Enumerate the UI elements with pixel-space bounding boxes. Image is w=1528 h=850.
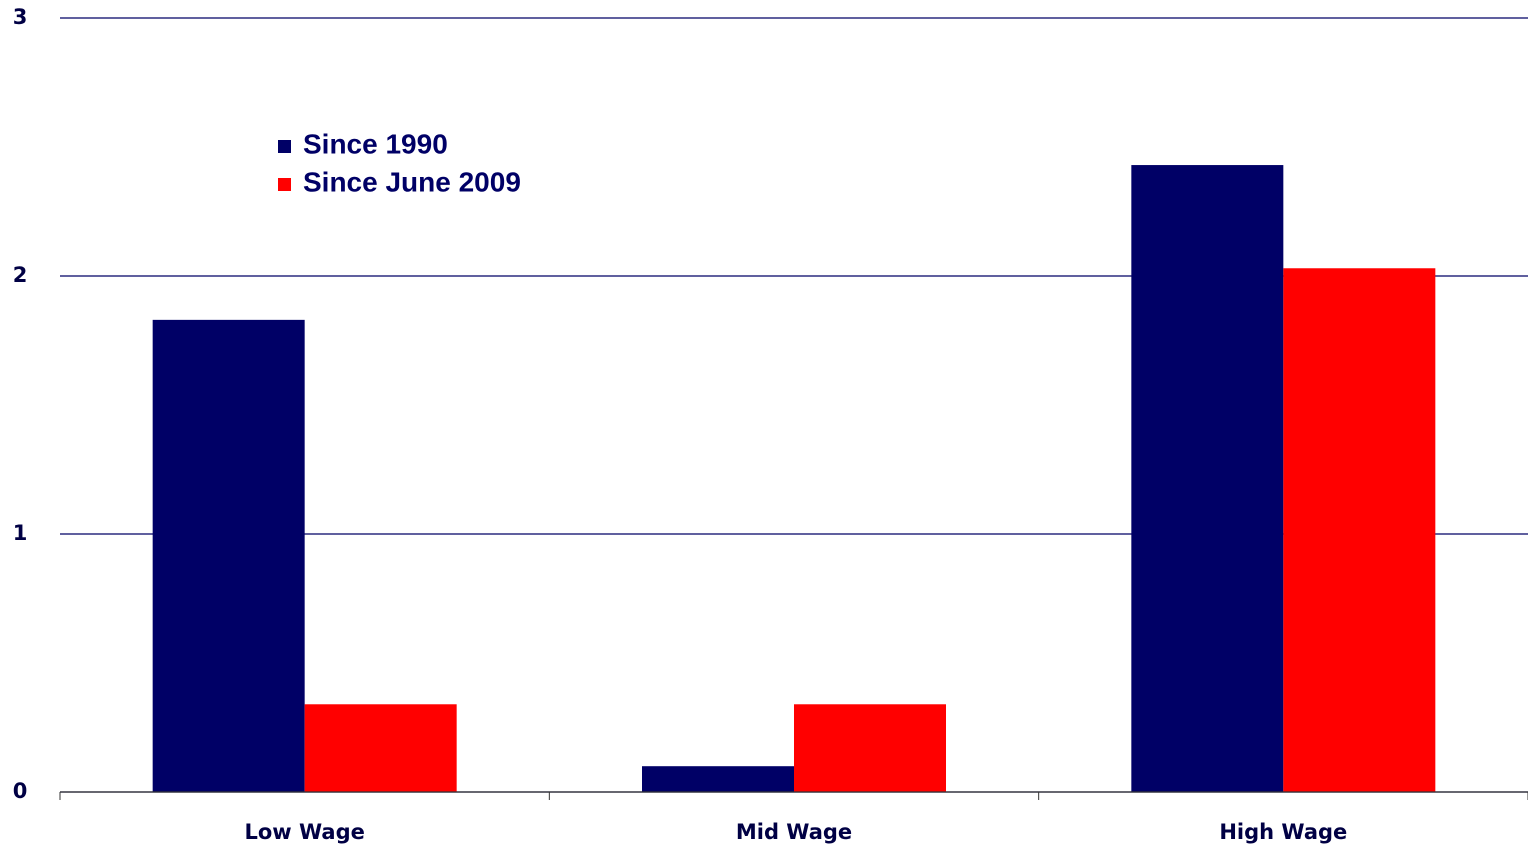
x-tick-label: High Wage bbox=[1219, 820, 1347, 844]
y-tick-label: 3 bbox=[13, 5, 28, 29]
legend-label: Since June 2009 bbox=[303, 166, 521, 197]
bar bbox=[1283, 268, 1436, 792]
y-tick-label: 1 bbox=[13, 521, 28, 545]
bar bbox=[642, 766, 794, 792]
x-tick-label: Mid Wage bbox=[736, 820, 852, 844]
bar bbox=[794, 704, 946, 792]
legend-label: Since 1990 bbox=[303, 128, 448, 159]
legend-swatch bbox=[278, 140, 291, 153]
bar bbox=[304, 704, 457, 792]
legend-swatch bbox=[278, 178, 291, 191]
bar bbox=[1131, 165, 1284, 792]
y-tick-label: 2 bbox=[13, 263, 28, 287]
bar bbox=[152, 319, 305, 792]
y-tick-label: 0 bbox=[13, 779, 28, 803]
x-tick-label: Low Wage bbox=[244, 820, 364, 844]
